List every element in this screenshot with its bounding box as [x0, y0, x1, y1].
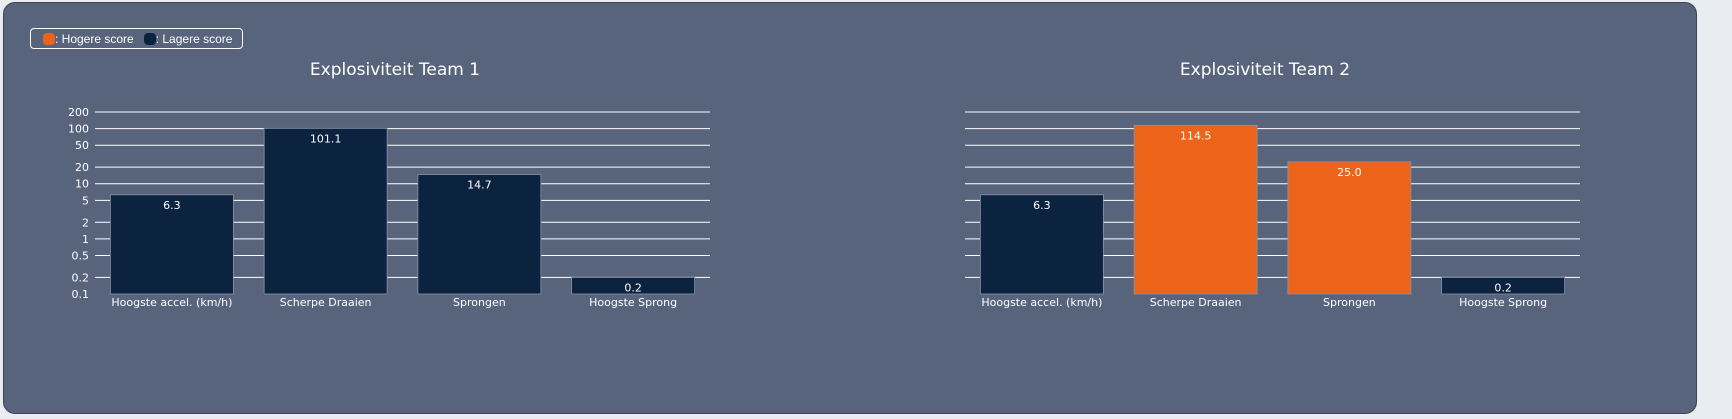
y-tick-label: 200: [68, 106, 89, 119]
value-label: 101.1: [310, 132, 342, 145]
y-tick-label: 0.1: [72, 288, 90, 301]
bar-sprongen: [417, 174, 542, 295]
chart-title: Explosiviteit Team 1: [310, 60, 480, 80]
value-label: 14.7: [467, 179, 492, 192]
value-label: 25.0: [1337, 166, 1362, 179]
x-tick-label: Sprongen: [453, 296, 506, 309]
chart-title: Explosiviteit Team 2: [1180, 60, 1350, 80]
y-tick-label: 10: [75, 178, 89, 191]
legend-label-higher: : Hogere score: [55, 31, 134, 46]
bar-hoogste-accel-km-h: [109, 194, 234, 295]
value-label: 6.3: [1033, 199, 1051, 212]
legend-item-higher: : Hogere score: [43, 32, 134, 46]
y-tick-label: 0.2: [72, 271, 90, 284]
legend-item-lower: : Lagere score: [143, 31, 233, 46]
x-tick-label: Hoogste accel. (km/h): [981, 296, 1102, 309]
y-tick-label: 2: [82, 216, 89, 229]
legend: : Hogere score : Lagere score: [30, 28, 244, 49]
y-tick-label: 20: [75, 161, 89, 174]
bar-scherpe-draaien: [263, 127, 388, 295]
x-tick-label: Scherpe Draaien: [280, 296, 372, 309]
x-tick-label: Hoogste Sprong: [1459, 296, 1547, 309]
higher-score-swatch: [43, 32, 55, 45]
legend-label-lower: : Lagere score: [155, 31, 233, 46]
chart-team-1: Explosiviteit Team 1 0.1 0.2 0.5 1 2 5 10 20 50 10…: [68, 60, 710, 309]
x-tick-label: Hoogste accel. (km/h): [111, 296, 232, 309]
y-tick-label: 1: [82, 233, 89, 246]
y-tick-label: 5: [82, 194, 89, 207]
chart-team-2: Explosiviteit Team 2 6.3 Hoogste accel. (k…: [965, 60, 1580, 309]
x-tick-label: Scherpe Draaien: [1150, 296, 1242, 309]
x-tick-label: Sprongen: [1323, 296, 1376, 309]
bar-hoogste-sprong: [1441, 277, 1566, 295]
bar-sprongen: [1287, 161, 1412, 295]
y-tick-label: 100: [68, 123, 89, 136]
lower-score-swatch: [143, 32, 156, 45]
bar-hoogste-accel-km-h: [979, 194, 1104, 295]
bar-scherpe-draaien: [1133, 124, 1258, 295]
x-tick-label: Hoogste Sprong: [589, 296, 677, 309]
value-label: 0.2: [624, 281, 642, 294]
value-label: 0.2: [1494, 281, 1512, 294]
value-label: 114.5: [1180, 129, 1212, 142]
y-tick-label: 50: [75, 139, 89, 152]
y-tick-label: 0.5: [72, 249, 90, 262]
bar-hoogste-sprong: [571, 277, 696, 295]
value-label: 6.3: [163, 199, 181, 212]
